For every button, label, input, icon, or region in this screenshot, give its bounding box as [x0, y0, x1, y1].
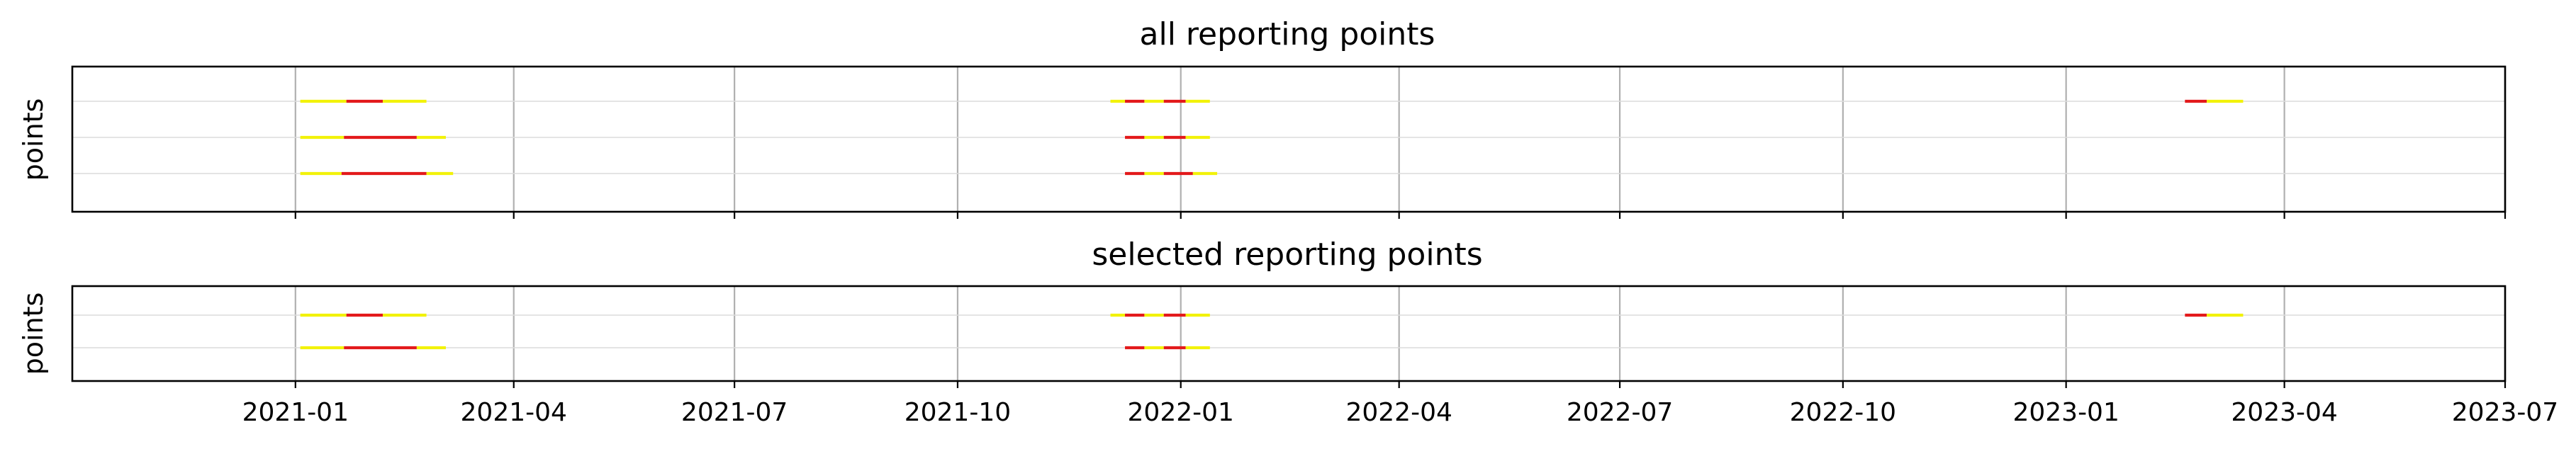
- x-axis-ticks: [294, 212, 2507, 219]
- grid: [72, 286, 2507, 381]
- y-axis-label: points: [18, 98, 49, 181]
- plot-frame: [71, 65, 2507, 213]
- x-tick-label: 2022-07: [1567, 398, 1673, 427]
- panel-selected-reporting-points: selected reporting points points 2021-01…: [18, 237, 2558, 427]
- x-tick-label: 2022-01: [1128, 398, 1234, 427]
- y-axis-label: points: [18, 292, 49, 375]
- x-tick-label: 2022-10: [1790, 398, 1896, 427]
- x-tick-label: 2022-04: [1345, 398, 1452, 427]
- x-axis-tick-labels: 2021-01 2021-04 2021-07 2021-10 2022-01 2022-…: [242, 398, 2559, 427]
- plot-frame: [71, 285, 2507, 382]
- x-tick-label: 2021-07: [681, 398, 788, 427]
- grid: [72, 67, 2507, 212]
- x-tick-label: 2023-07: [2452, 398, 2558, 427]
- x-axis-ticks: [294, 381, 2507, 388]
- x-tick-label: 2021-01: [242, 398, 349, 427]
- panel-title: selected reporting points: [1092, 237, 1482, 273]
- timeline-marks: [300, 99, 2244, 176]
- panel-all-reporting-points: all reporting points points: [18, 16, 2507, 219]
- x-tick-label: 2023-04: [2231, 398, 2337, 427]
- x-tick-label: 2021-04: [461, 398, 567, 427]
- timeline-marks: [300, 313, 2244, 350]
- panel-title: all reporting points: [1140, 16, 1435, 52]
- x-tick-label: 2023-01: [2012, 398, 2119, 427]
- x-tick-label: 2021-10: [905, 398, 1011, 427]
